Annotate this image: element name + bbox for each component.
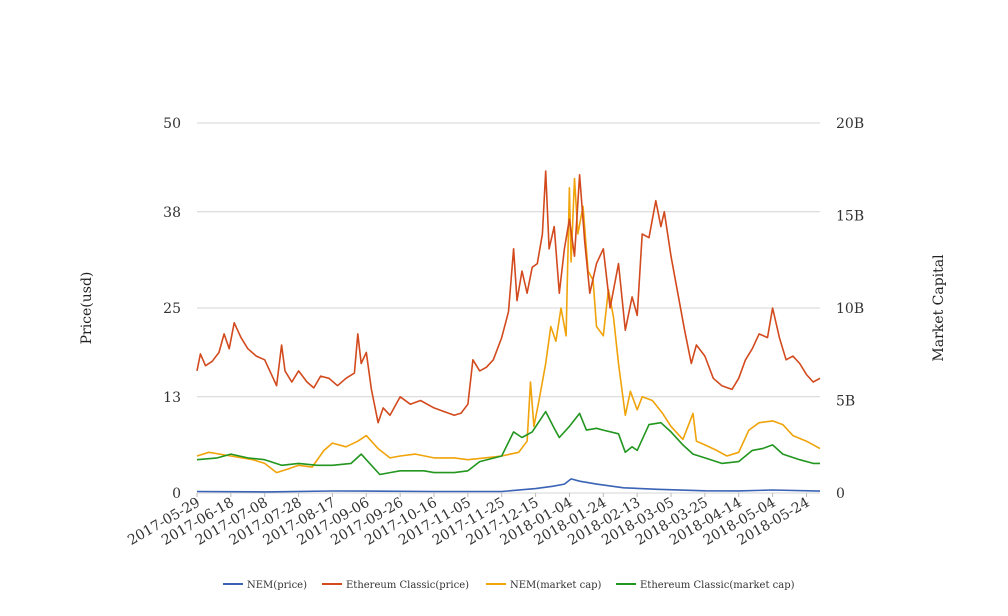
x-axis-ticks: 2017-05-292017-06-182017-07-082017-07-28… bbox=[125, 493, 813, 549]
series-line-2 bbox=[196, 177, 821, 474]
left-axis-ticks: 0 13 25 38 50 bbox=[163, 116, 181, 502]
right-tick-label: 5B bbox=[836, 394, 855, 410]
series-line-3 bbox=[196, 410, 820, 476]
series-lines bbox=[196, 170, 821, 493]
right-tick-label: 20B bbox=[836, 116, 864, 132]
left-tick-label: 25 bbox=[163, 301, 181, 317]
legend-label: Ethereum Classic(market cap) bbox=[640, 580, 795, 591]
legend: NEM(price) Ethereum Classic(price) NEM(mar… bbox=[223, 580, 795, 591]
right-tick-label: 0 bbox=[836, 486, 845, 502]
series-line-0 bbox=[196, 478, 821, 493]
right-tick-label: 15B bbox=[836, 209, 864, 225]
legend-label: NEM(price) bbox=[247, 580, 307, 591]
left-tick-label: 0 bbox=[172, 486, 181, 502]
y-axis-title-left: Price(usd) bbox=[79, 272, 95, 345]
y-axis-title-right: Market Capital bbox=[931, 254, 947, 362]
left-tick-label: 50 bbox=[163, 116, 181, 132]
legend-label: Ethereum Classic(price) bbox=[346, 580, 469, 591]
right-axis-ticks: 0 5B 10B 15B 20B bbox=[836, 116, 864, 502]
legend-label: NEM(market cap) bbox=[510, 580, 602, 591]
left-tick-label: 38 bbox=[163, 205, 181, 221]
series-line-1 bbox=[196, 170, 821, 424]
left-tick-label: 13 bbox=[163, 390, 181, 406]
right-tick-label: 10B bbox=[836, 301, 864, 317]
